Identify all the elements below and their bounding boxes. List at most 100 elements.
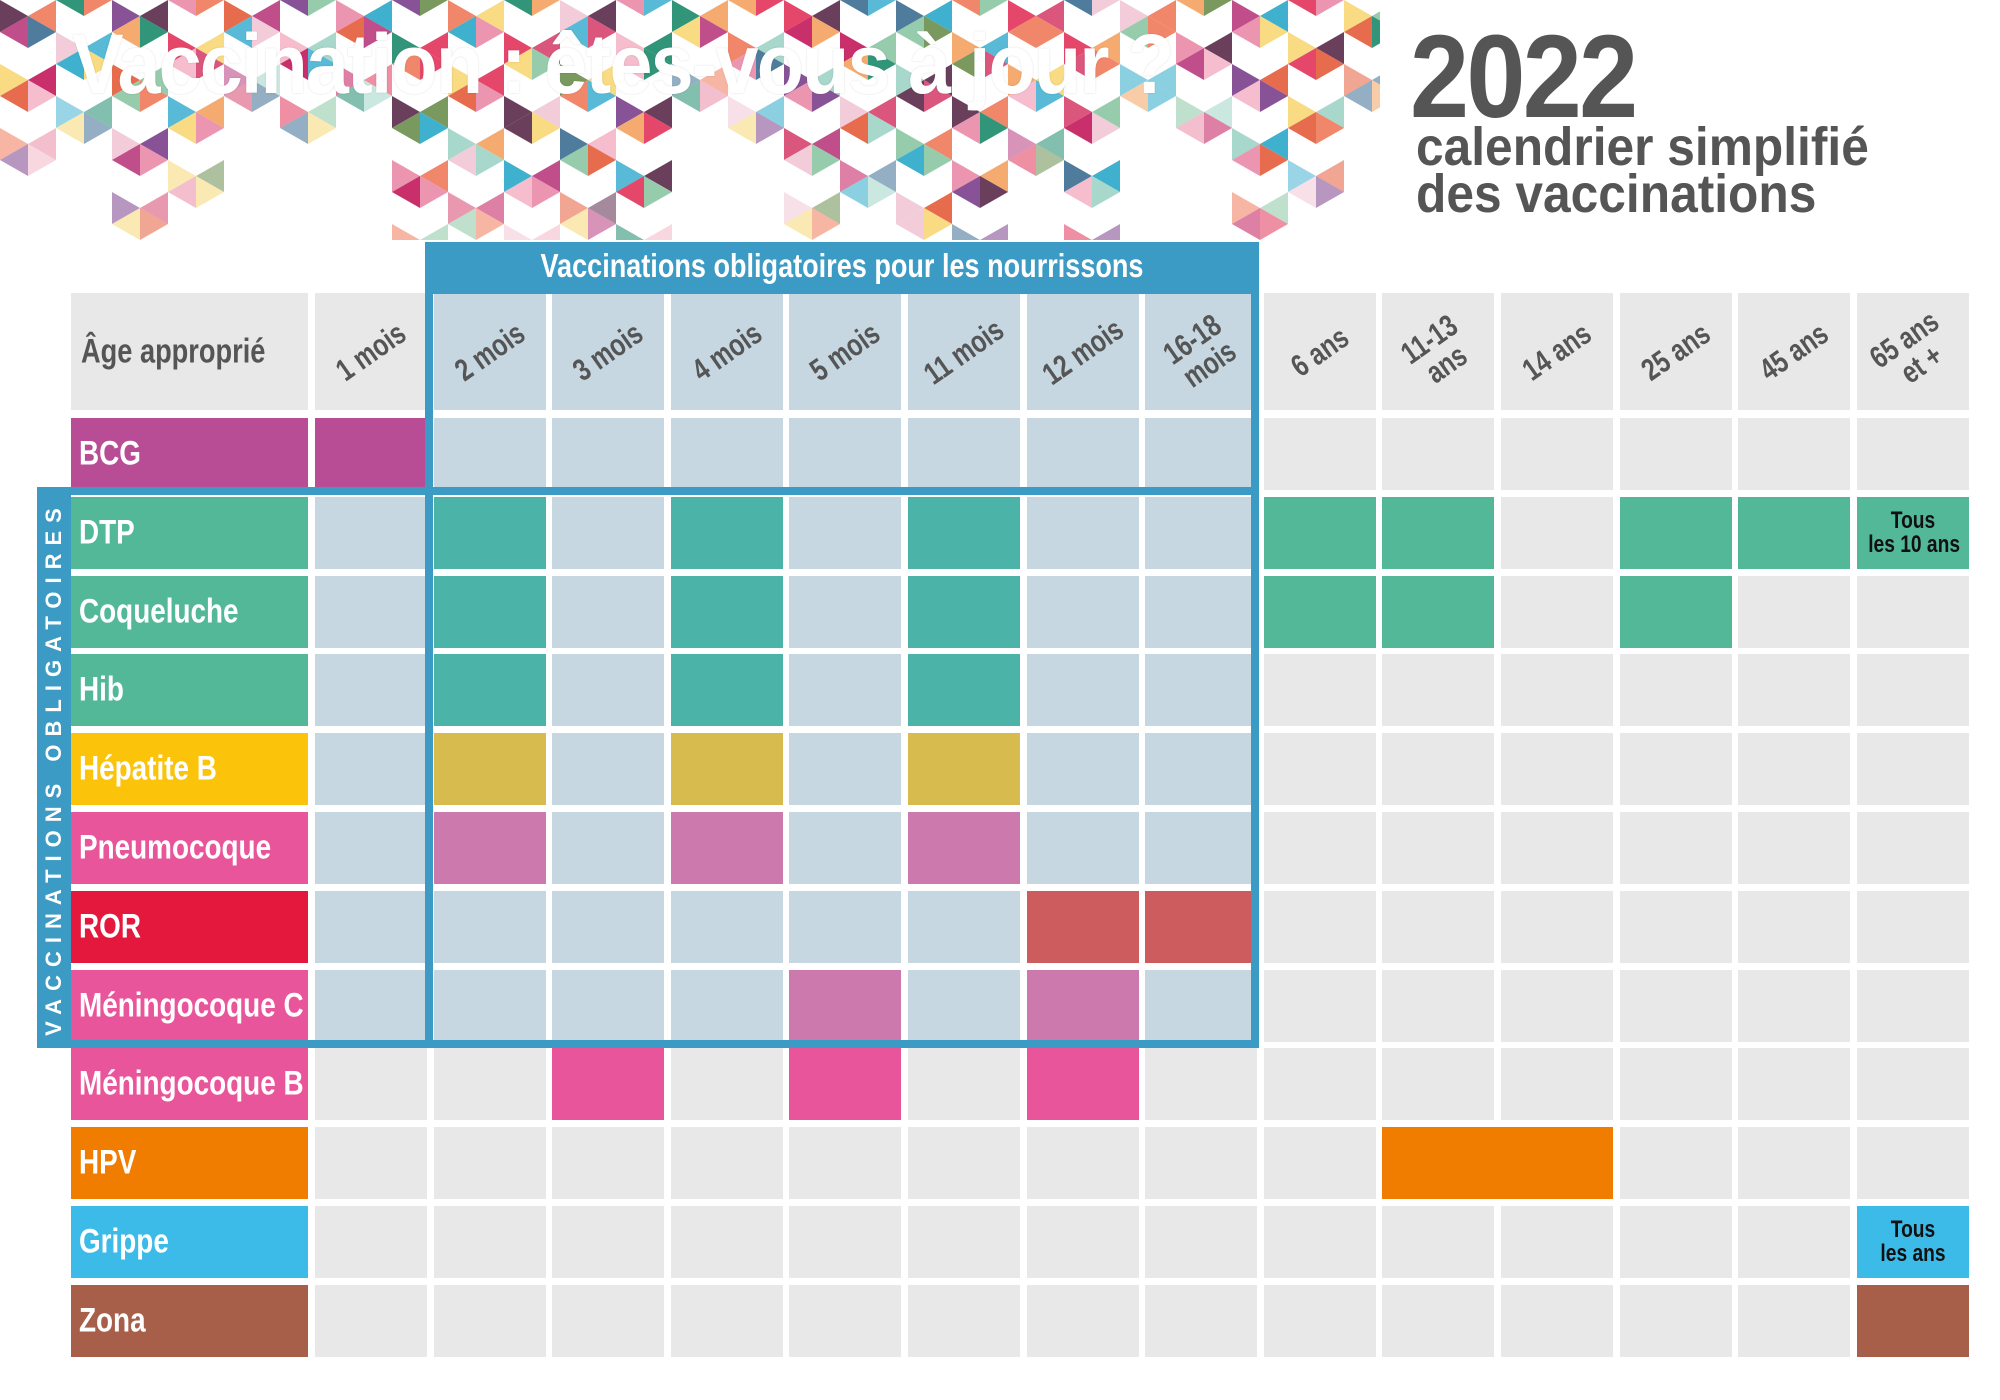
column-header-label: 4 mois — [685, 314, 768, 388]
schedule-cell-empty — [433, 1127, 546, 1200]
column-header-label: 12 mois — [1035, 310, 1130, 392]
schedule-cell-filled — [908, 575, 1020, 648]
schedule-cell-empty — [1501, 969, 1613, 1042]
schedule-cell-empty — [1738, 733, 1851, 806]
schedule-cell-empty — [1856, 812, 1969, 884]
schedule-cell-empty — [1856, 575, 1969, 648]
schedule-cell-empty — [552, 496, 665, 569]
subtitle-line-2: des vaccinations — [1416, 164, 1817, 224]
schedule-cell-empty — [1382, 969, 1495, 1042]
column-header: 6 ans — [1263, 293, 1376, 410]
column-header-label: 11 mois — [917, 311, 1011, 391]
vaccine-label-m-ningocoque-b: Méningocoque B — [71, 1048, 308, 1121]
schedule-cell-empty — [1263, 812, 1376, 884]
schedule-cell-filled — [908, 812, 1020, 884]
schedule-cell-empty — [670, 1206, 783, 1278]
schedule-cell-empty — [789, 575, 902, 648]
vaccine-name: Hib — [79, 670, 124, 709]
vaccine-label-grippe: Grippe — [71, 1206, 308, 1278]
schedule-cell-filled — [1145, 890, 1258, 963]
schedule-cell-empty — [1263, 1127, 1376, 1200]
schedule-cell-empty — [1856, 1048, 1969, 1121]
subtitle: calendrier simplifié des vaccinations — [1416, 120, 1869, 224]
schedule-cell-empty — [789, 812, 902, 884]
schedule-cell-empty — [789, 418, 902, 490]
schedule-cell-empty — [670, 418, 783, 490]
schedule-cell-empty — [1145, 733, 1258, 806]
schedule-cell-empty — [1382, 1048, 1495, 1121]
schedule-cell-empty — [789, 496, 902, 569]
schedule-cell-empty — [908, 1048, 1020, 1121]
schedule-cell-empty — [1382, 654, 1495, 727]
vaccine-name: Zona — [79, 1301, 146, 1340]
schedule-cell-empty — [908, 1206, 1020, 1278]
schedule-cell-empty — [315, 654, 427, 727]
schedule-cell-empty — [433, 890, 546, 963]
schedule-cell-empty — [1145, 812, 1258, 884]
schedule-cell-empty — [1026, 575, 1139, 648]
schedule-cell-filled — [1856, 1284, 1969, 1357]
schedule-cell-empty — [1501, 890, 1613, 963]
column-header-label: 6 ans — [1284, 319, 1355, 384]
vaccine-name: Hépatite B — [79, 749, 217, 788]
schedule-cell-filled — [908, 733, 1020, 806]
schedule-cell-empty — [1501, 733, 1613, 806]
schedule-cell-filled — [433, 496, 546, 569]
schedule-cell-empty — [552, 418, 665, 490]
schedule-cell-empty — [908, 1284, 1020, 1357]
schedule-cell-empty — [1263, 418, 1376, 490]
schedule-cell-empty — [1501, 1284, 1613, 1357]
column-header: 14 ans — [1501, 293, 1613, 410]
schedule-cell-empty — [1619, 1284, 1732, 1357]
schedule-cell-empty — [1738, 1284, 1851, 1357]
schedule-cell-empty — [670, 1284, 783, 1357]
schedule-cell-empty — [1619, 969, 1732, 1042]
schedule-cell-filled — [670, 575, 783, 648]
column-header-label: 45 ans — [1753, 315, 1835, 388]
schedule-cell-empty — [433, 1284, 546, 1357]
schedule-cell-empty — [1501, 418, 1613, 490]
schedule-cell-empty — [1263, 1048, 1376, 1121]
schedule-cell-empty — [315, 1048, 427, 1121]
schedule-cell-empty — [315, 812, 427, 884]
column-header-label: 11-13 ans — [1394, 307, 1474, 390]
vaccine-label-ror: ROR — [71, 890, 308, 963]
schedule-cell-filled — [315, 418, 427, 490]
vaccine-label-m-ningocoque-c: Méningocoque C — [71, 969, 308, 1042]
schedule-cell-empty — [315, 1284, 427, 1357]
schedule-cell-empty — [670, 1048, 783, 1121]
schedule-cell-empty — [552, 890, 665, 963]
schedule-cell-empty — [1856, 733, 1969, 806]
column-header-label: 65 ans et + — [1863, 302, 1949, 390]
schedule-cell-empty — [552, 1127, 665, 1200]
column-header: 5 mois — [789, 293, 902, 410]
schedule-cell-filled — [670, 812, 783, 884]
schedule-cell-empty — [552, 575, 665, 648]
schedule-cell-empty — [1501, 1048, 1613, 1121]
vaccine-label-hpv: HPV — [71, 1127, 308, 1200]
schedule-cell-filled — [670, 496, 783, 569]
schedule-cell-empty — [1145, 1206, 1258, 1278]
schedule-cell-empty — [1619, 1048, 1732, 1121]
column-header: 1 mois — [315, 293, 427, 410]
vaccine-name: Méningocoque C — [79, 986, 304, 1025]
schedule-cell-empty — [1263, 733, 1376, 806]
schedule-cell-filled — [552, 1048, 665, 1121]
schedule-cell-empty — [1145, 1127, 1258, 1200]
schedule-cell-empty — [789, 733, 902, 806]
schedule-cell-filled — [1026, 890, 1139, 963]
schedule-cell-empty — [552, 812, 665, 884]
vaccine-name: HPV — [79, 1143, 137, 1182]
age-header-label-cell: Âge approprié — [71, 293, 308, 410]
schedule-cell-empty — [1382, 812, 1495, 884]
vaccine-label-zona: Zona — [71, 1284, 308, 1357]
vaccine-label-pneumocoque: Pneumocoque — [71, 812, 308, 884]
schedule-cell-empty — [1501, 575, 1613, 648]
schedule-cell-empty — [670, 1127, 783, 1200]
schedule-cell-empty — [1145, 1284, 1258, 1357]
schedule-cell-empty — [1619, 654, 1732, 727]
schedule-cell-empty — [1145, 969, 1258, 1042]
schedule-cell-empty — [1738, 812, 1851, 884]
schedule-cell-empty — [433, 1048, 546, 1121]
vaccine-label-coqueluche: Coqueluche — [71, 575, 308, 648]
